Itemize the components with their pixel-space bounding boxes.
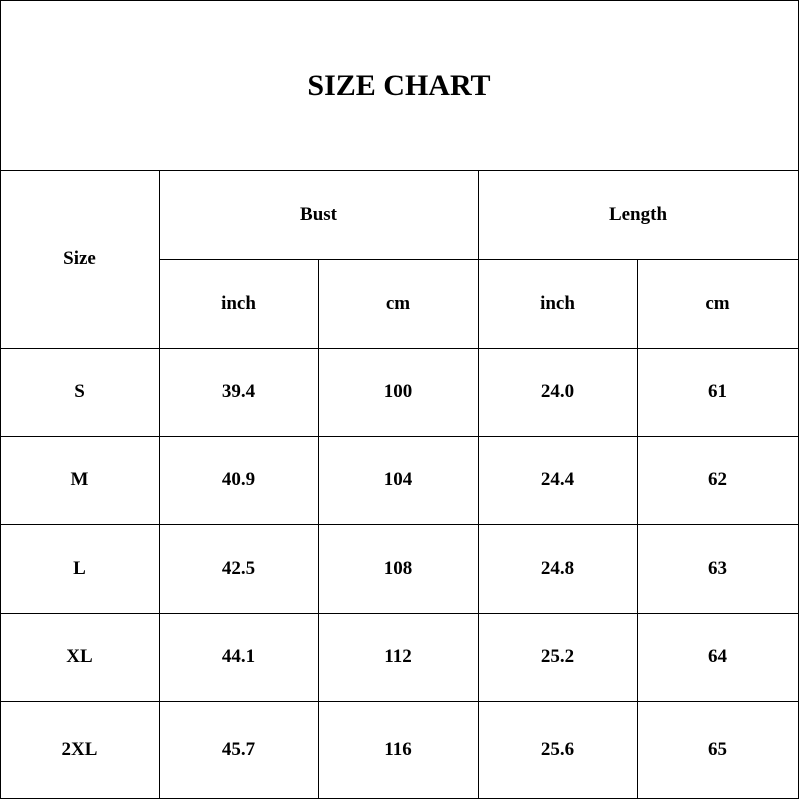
row-size-label: S: [74, 381, 85, 402]
grid-line: [0, 170, 798, 171]
table-cell: 116: [384, 738, 412, 760]
table-cell: 25.6: [540, 738, 575, 760]
grid-line: [637, 259, 638, 798]
table-cell: 44.1: [221, 646, 256, 667]
header-unit: inch: [540, 292, 575, 314]
table-cell: 25.2: [540, 646, 575, 667]
table-cell: 104: [383, 469, 413, 490]
grid-line: [0, 348, 798, 349]
header-length: Length: [608, 203, 668, 225]
table-cell: 61: [708, 381, 727, 402]
row-size-label: XL: [66, 646, 93, 667]
header-bust: Bust: [300, 203, 337, 225]
table-cell: 64: [708, 646, 727, 667]
table-cell: 40.9: [221, 469, 256, 490]
table-cell: 108: [383, 557, 413, 579]
table-cell: 45.7: [221, 738, 256, 760]
grid-line: [0, 436, 798, 437]
table-cell: 24.8: [540, 557, 575, 579]
row-size-label: L: [73, 557, 86, 579]
table-cell: 63: [708, 557, 727, 579]
row-size-label: M: [70, 469, 89, 490]
table-cell: 65: [708, 738, 727, 760]
header-size: Size: [63, 248, 96, 269]
table-cell: 112: [384, 646, 412, 667]
row-size-label: 2XL: [61, 738, 98, 760]
table-title: SIZE CHART: [307, 69, 491, 102]
header-unit: cm: [705, 292, 730, 314]
grid-line: [0, 613, 798, 614]
table-cell: 100: [383, 381, 413, 402]
header-unit: inch: [221, 292, 256, 314]
table-cell: 42.5: [221, 557, 256, 579]
table-cell: 62: [708, 469, 727, 490]
table-cell: 39.4: [221, 381, 256, 402]
grid-line: [159, 170, 160, 798]
table-cell: 24.0: [540, 381, 575, 402]
grid-line: [0, 701, 798, 702]
header-unit: cm: [385, 292, 411, 314]
grid-line: [0, 524, 798, 525]
grid-line: [478, 170, 479, 798]
grid-line: [318, 259, 319, 798]
table-cell: 24.4: [540, 469, 575, 490]
